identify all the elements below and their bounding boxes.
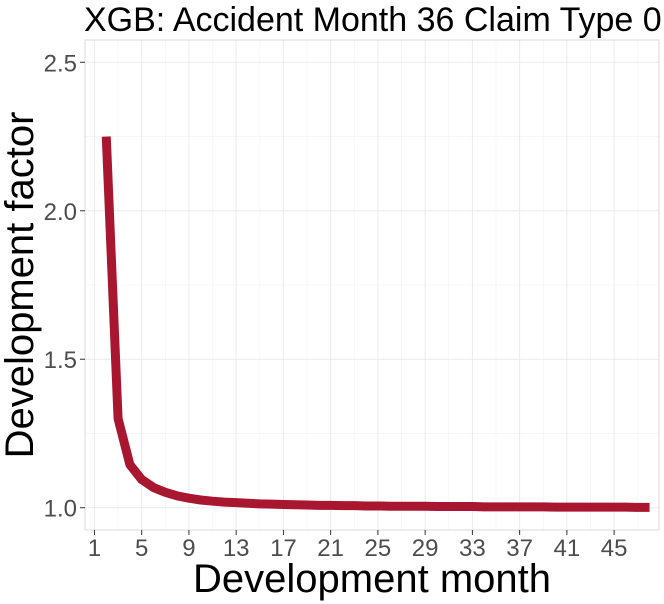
minor-gridlines <box>85 40 659 530</box>
panel-border <box>84 39 660 531</box>
x-axis-ticks: 1 5 9 13 17 21 25 29 33 37 41 45 <box>88 530 628 562</box>
x-tick-label: 45 <box>601 535 628 562</box>
y-tick-label: 1.0 <box>44 496 77 523</box>
x-tick-label: 13 <box>223 535 250 562</box>
x-tick-label: 29 <box>412 535 439 562</box>
x-tick-label: 41 <box>554 535 581 562</box>
x-tick-label: 37 <box>506 535 533 562</box>
x-axis-title: Development month <box>193 557 551 601</box>
y-axis-ticks: 1.0 1.5 2.0 2.5 <box>44 50 85 523</box>
x-tick-label: 5 <box>135 535 148 562</box>
x-tick-label: 17 <box>270 535 297 562</box>
chart-title: XGB: Accident Month 36 Claim Type 0 <box>84 1 662 39</box>
x-tick-label: 25 <box>365 535 392 562</box>
y-tick-label: 2.0 <box>44 199 77 226</box>
x-tick-label: 9 <box>182 535 195 562</box>
series-layer <box>101 136 650 512</box>
y-axis-title: Development factor <box>0 112 42 459</box>
y-tick-label: 2.5 <box>44 50 77 77</box>
x-tick-label: 21 <box>317 535 344 562</box>
x-tick-label: 1 <box>88 535 101 562</box>
y-tick-label: 1.5 <box>44 347 77 374</box>
x-tick-label: 33 <box>459 535 486 562</box>
development-factor-line <box>101 136 650 512</box>
